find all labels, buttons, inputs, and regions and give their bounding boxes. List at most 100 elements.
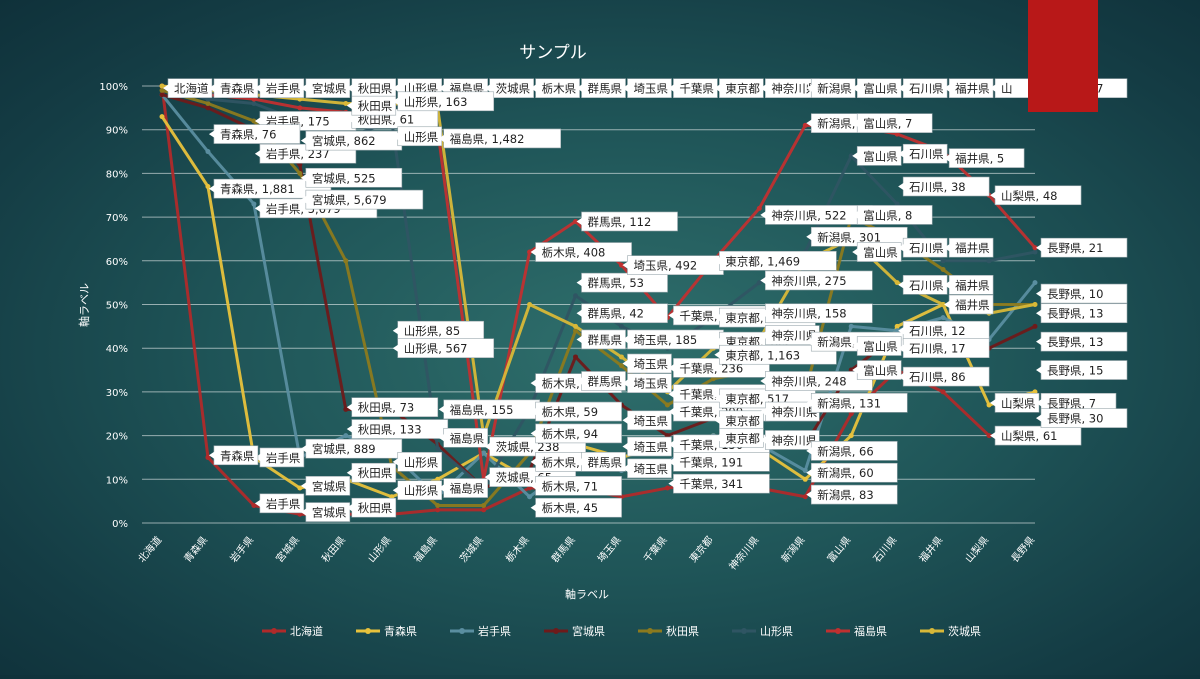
y-tick-label: 90% — [106, 126, 128, 137]
data-label-pointer — [714, 416, 721, 425]
data-label: 神奈川県 — [771, 433, 817, 447]
data-label: 栃木県, 71 — [542, 479, 598, 493]
data-point — [251, 201, 257, 207]
data-point — [435, 446, 441, 452]
data-label-pointer — [806, 84, 813, 93]
data-label-pointer — [668, 407, 675, 416]
data-label-pointer — [576, 376, 583, 385]
data-label: 群馬県 — [588, 333, 623, 347]
data-label: 宮城県, 889 — [312, 442, 376, 456]
data-label: 埼玉県 — [633, 377, 668, 391]
data-label-pointer — [576, 309, 583, 318]
data-label-pointer — [852, 210, 859, 219]
data-label: 秋田県, 73 — [358, 401, 414, 415]
data-label-pointer — [254, 149, 261, 158]
data-point — [159, 83, 165, 89]
data-label-pointer — [898, 182, 905, 191]
data-label: 岩手県 — [266, 497, 301, 511]
data-label: 宮城県 — [312, 479, 347, 493]
data-label-pointer — [668, 311, 675, 320]
data-label-pointer — [300, 84, 307, 93]
x-tick-label: 宮城県 — [273, 534, 302, 565]
data-label-pointer — [714, 256, 721, 265]
data-label: 岩手県 — [266, 82, 301, 96]
legend-label: 山形県 — [760, 625, 793, 638]
legend-marker — [365, 628, 371, 634]
data-label: 石川県 — [909, 147, 944, 161]
data-point — [573, 218, 579, 224]
data-label-pointer — [944, 300, 951, 309]
data-label: 福島県 — [450, 482, 485, 496]
data-point — [848, 153, 854, 159]
data-label: 秋田県 — [358, 466, 393, 480]
data-point — [481, 507, 487, 513]
data-point — [159, 92, 165, 98]
data-point — [894, 323, 900, 329]
data-point — [527, 249, 533, 255]
data-label-pointer — [1036, 309, 1042, 318]
data-label: 秋田県 — [358, 82, 393, 96]
data-label-pointer — [392, 457, 399, 466]
data-point — [940, 267, 946, 273]
y-tick-label: 50% — [106, 301, 128, 312]
data-label: 神奈川県, 248 — [771, 374, 846, 388]
data-label: 埼玉県, 185 — [633, 333, 697, 347]
x-tick-label: 新潟県 — [778, 534, 807, 565]
data-label: 宮城県, 5,679 — [312, 193, 387, 207]
data-label-pointer — [714, 394, 721, 403]
data-label: 秋田県, 61 — [358, 112, 414, 126]
data-label-pointer — [806, 337, 813, 346]
x-tick-label: 栃木県 — [503, 534, 532, 565]
data-point — [435, 507, 441, 513]
data-point — [435, 503, 441, 509]
data-label: 長野県, 15 — [1047, 364, 1103, 378]
data-point — [573, 323, 579, 329]
data-label-pointer — [898, 243, 905, 252]
legend-label: 岩手県 — [478, 624, 511, 638]
data-label-pointer — [392, 344, 399, 353]
legend-label: 茨城県 — [948, 624, 981, 638]
data-point — [986, 402, 992, 408]
data-label-pointer — [760, 84, 767, 93]
data-label: 富山県 — [863, 82, 898, 96]
data-label: 石川県, 17 — [909, 342, 965, 356]
y-axis-label: 軸ラベル — [77, 283, 91, 327]
data-label-pointer — [300, 508, 307, 517]
data-label-pointer — [668, 457, 675, 466]
data-label: 茨城県, 238 — [496, 440, 560, 454]
legend-label: 北海道 — [290, 624, 323, 638]
data-label: 長野県, 10 — [1047, 287, 1103, 301]
data-label-pointer — [484, 473, 491, 482]
data-label: 千葉県, 236 — [679, 361, 743, 375]
data-label: 新潟県 — [817, 82, 852, 96]
data-point — [527, 302, 533, 307]
data-label-pointer — [852, 366, 859, 375]
y-tick-label: 20% — [106, 432, 128, 443]
data-label: 福井県 — [955, 241, 990, 255]
data-label: 石川県, 38 — [909, 180, 965, 194]
data-label-pointer — [208, 84, 215, 93]
legend-label: 福島県 — [854, 624, 887, 638]
data-label: 山形県 — [404, 130, 439, 144]
data-point — [481, 450, 487, 456]
x-tick-label: 秋田県 — [319, 534, 348, 565]
legend-label: 宮城県 — [572, 624, 605, 638]
data-point — [205, 105, 211, 111]
y-tick-label: 0% — [112, 519, 128, 530]
data-label-pointer — [163, 84, 169, 93]
data-point — [848, 323, 854, 329]
data-label-pointer — [714, 313, 721, 322]
data-label: 東京都 — [725, 431, 760, 445]
data-label: 神奈川県, 522 — [771, 208, 846, 222]
data-label: 栃木県, 94 — [542, 427, 598, 441]
data-label: 神奈川県, 275 — [771, 274, 846, 288]
data-label: 埼玉県 — [633, 357, 668, 371]
data-label: 東京都, 1,469 — [725, 254, 800, 268]
y-tick-label: 10% — [106, 475, 128, 486]
data-point — [802, 468, 808, 474]
data-label-pointer — [714, 350, 721, 359]
data-label-pointer — [530, 481, 537, 490]
data-label: 福井県, 5 — [955, 152, 1004, 166]
data-point — [848, 433, 854, 439]
chart-title: サンプル — [519, 43, 587, 63]
